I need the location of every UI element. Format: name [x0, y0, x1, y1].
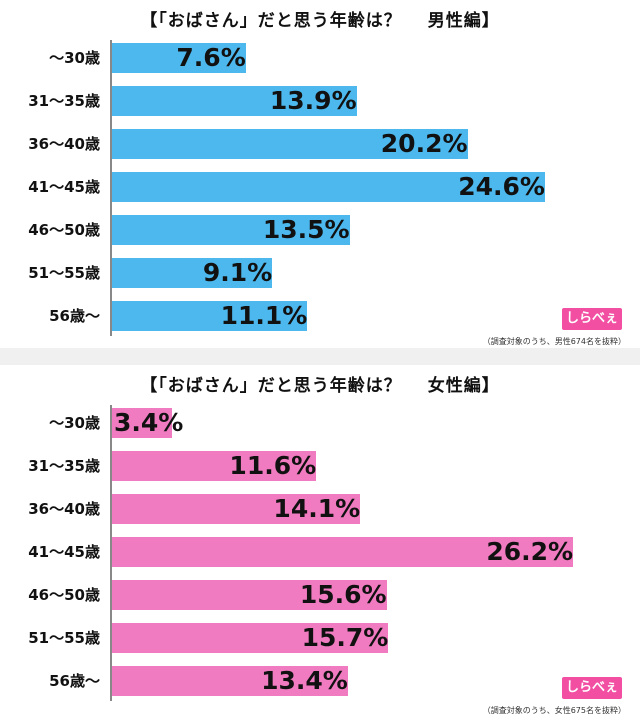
- bar: [112, 623, 389, 653]
- category-label: 51〜55歳: [28, 264, 100, 282]
- chart-title: 【「おばさん」だと思う年齢は？ 女性編】: [0, 371, 640, 396]
- bar-row: 51〜55歳 15.7%: [0, 620, 640, 656]
- bar: [112, 215, 350, 245]
- bar: [112, 172, 545, 202]
- category-label: 36〜40歳: [28, 135, 100, 153]
- chart-female: 【「おばさん」だと思う年齢は？ 女性編】 〜30歳 3.4% 31〜35歳 11.6% 3…: [0, 365, 640, 715]
- value-label: 14.1%: [273, 494, 361, 523]
- title-gender: 女性編】: [427, 376, 500, 396]
- value-label: 24.6%: [458, 172, 545, 201]
- bar: [112, 301, 308, 331]
- value-label: 26.2%: [486, 537, 574, 566]
- bar-row: 〜30歳 7.6%: [0, 40, 640, 76]
- value-label: 3.4%: [114, 408, 184, 437]
- category-label: 41〜45歳: [28, 543, 100, 561]
- value-label: 11.6%: [229, 451, 317, 480]
- bar-row: 41〜45歳 24.6%: [0, 169, 640, 205]
- category-label: 36〜40歳: [28, 500, 100, 518]
- category-label: 56歳〜: [49, 672, 100, 690]
- axis-line: [110, 40, 112, 336]
- value-label: 13.5%: [262, 215, 350, 244]
- bar-row: 31〜35歳 11.6%: [0, 448, 640, 484]
- shirabee-logo: しらべぇ: [562, 308, 622, 330]
- category-label: 〜30歳: [49, 49, 100, 67]
- chart-title: 【「おばさん」だと思う年齢は？ 男性編】: [0, 6, 640, 31]
- title-text: 【「おばさん」だと思う年齢は？: [140, 376, 402, 396]
- bar-row: 〜30歳 3.4%: [0, 405, 640, 441]
- value-label: 13.9%: [269, 86, 357, 115]
- title-text: 【「おばさん」だと思う年齢は？: [140, 11, 402, 31]
- value-label: 9.1%: [202, 258, 273, 287]
- value-label: 13.4%: [261, 666, 348, 695]
- bar-row: 51〜55歳 9.1%: [0, 255, 640, 291]
- bar: [112, 666, 348, 696]
- bar-row: 46〜50歳 13.5%: [0, 212, 640, 248]
- bar: [112, 43, 246, 73]
- bar: [112, 86, 357, 116]
- value-label: 11.1%: [220, 301, 308, 330]
- bar: [112, 537, 574, 567]
- survey-note: （調査対象のうち、男性674名を抜粋）: [482, 337, 626, 346]
- panel-divider: [0, 348, 640, 365]
- value-label: 20.2%: [380, 129, 468, 158]
- bar: [112, 451, 317, 481]
- bar: [112, 129, 468, 159]
- survey-note: （調査対象のうち、女性675名を抜粋）: [482, 706, 626, 715]
- bar: [112, 580, 387, 610]
- category-label: 46〜50歳: [28, 221, 100, 239]
- axis-line: [110, 405, 112, 701]
- category-label: 51〜55歳: [28, 629, 100, 647]
- bar: [112, 494, 361, 524]
- bar-row: 56歳〜 13.4%: [0, 663, 640, 699]
- value-label: 15.7%: [301, 623, 389, 652]
- category-label: 56歳〜: [49, 307, 100, 325]
- category-label: 31〜35歳: [28, 457, 100, 475]
- category-label: 31〜35歳: [28, 92, 100, 110]
- bar-row: 36〜40歳 20.2%: [0, 126, 640, 162]
- value-label: 15.6%: [299, 580, 387, 609]
- category-label: 〜30歳: [49, 414, 100, 432]
- bar-row: 41〜45歳 26.2%: [0, 534, 640, 570]
- shirabee-logo: しらべぇ: [562, 677, 622, 699]
- chart-male: 【「おばさん」だと思う年齢は？ 男性編】 〜30歳 7.6% 31〜35歳 13.9% 3…: [0, 0, 640, 348]
- title-gender: 男性編】: [427, 11, 500, 31]
- bar-row: 46〜50歳 15.6%: [0, 577, 640, 613]
- bar: [112, 408, 172, 438]
- value-label: 7.6%: [176, 43, 246, 72]
- bar: [112, 258, 273, 288]
- bar-row: 56歳〜 11.1%: [0, 298, 640, 334]
- bar-row: 36〜40歳 14.1%: [0, 491, 640, 527]
- bar-row: 31〜35歳 13.9%: [0, 83, 640, 119]
- category-label: 46〜50歳: [28, 586, 100, 604]
- category-label: 41〜45歳: [28, 178, 100, 196]
